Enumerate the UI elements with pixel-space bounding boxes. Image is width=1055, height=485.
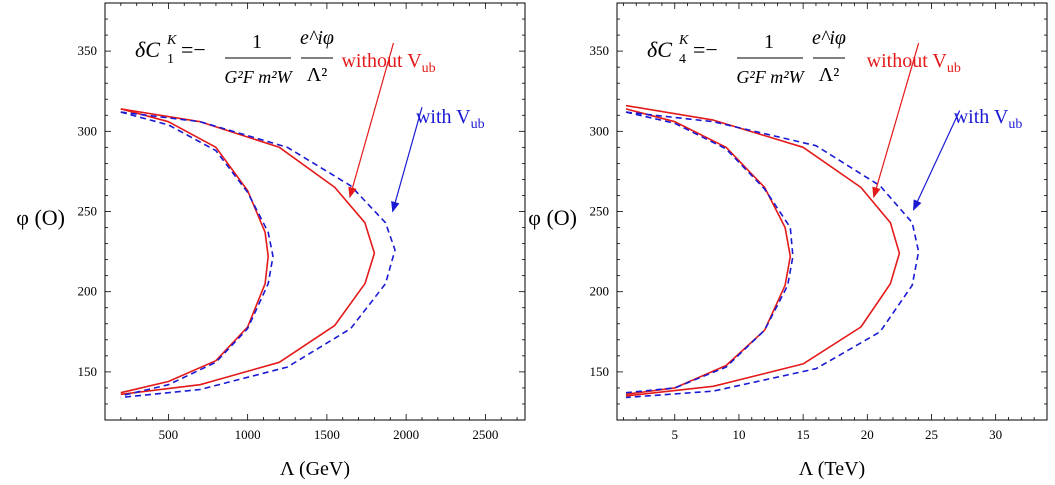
formula-denominator-2: Λ² bbox=[819, 64, 840, 86]
formula-denominator-2: Λ² bbox=[307, 64, 328, 86]
formula-denominator: G²F m²W bbox=[224, 67, 293, 87]
series-line-without-vub-1 bbox=[625, 108, 792, 396]
formula-numerator-2: e^iφ bbox=[812, 27, 846, 49]
y-tick-label: 300 bbox=[590, 123, 610, 138]
formula-subscript: 1 bbox=[167, 52, 174, 67]
formula-numerator-2: e^iφ bbox=[300, 27, 334, 49]
label-with-vub: with Vub bbox=[416, 106, 485, 132]
label-with-vub: with Vub bbox=[954, 106, 1023, 132]
x-tick-label: 30 bbox=[989, 427, 1002, 442]
series-line-without-vub-2 bbox=[120, 108, 376, 396]
y-tick-label: 250 bbox=[78, 204, 98, 219]
annotation-arrow-with-vub bbox=[391, 107, 423, 213]
formula-lhs: δC bbox=[135, 37, 160, 62]
x-tick-label: 5 bbox=[672, 427, 679, 442]
annotation-arrow-with-vub bbox=[912, 110, 961, 211]
formula: δC 1 K =− 1 G²F m²W e^iφ Λ² bbox=[135, 27, 334, 87]
y-tick-label: 150 bbox=[590, 364, 610, 379]
series-line-with-vub-3 bbox=[120, 111, 274, 397]
annotation-arrow-without-vub bbox=[872, 42, 920, 199]
formula-lhs: δC bbox=[647, 37, 672, 62]
label-with-vub-subscript: ub bbox=[471, 117, 485, 132]
formula-equals: =− bbox=[693, 37, 718, 62]
label-with-vub-subscript: ub bbox=[1008, 117, 1022, 132]
y-tick-label: 200 bbox=[590, 284, 610, 299]
chart-panel-2: 5 10 15 20 25 30 150 200 250 300 350 Λ (TeV) φ (O) δC… bbox=[528, 2, 1048, 480]
x-tick-label: 1000 bbox=[235, 427, 261, 442]
chart-panel-1: 500 1000 1500 2000 2500 150 200 250 300 350 Λ (GeV… bbox=[16, 2, 526, 480]
x-tick-label: 20 bbox=[861, 427, 874, 442]
series-line-with-vub-3 bbox=[625, 111, 794, 394]
series-line-without-vub-1 bbox=[120, 108, 269, 394]
label-without-vub: without Vub bbox=[341, 50, 435, 76]
y-tick-label: 350 bbox=[590, 43, 610, 58]
x-axis-label: Λ (GeV) bbox=[280, 458, 350, 480]
y-axis-label: φ (O) bbox=[16, 205, 65, 230]
label-without-vub: without Vub bbox=[867, 50, 961, 76]
label-without-vub-subscript: ub bbox=[947, 61, 961, 76]
formula-superscript: K bbox=[678, 33, 689, 48]
series-line-with-vub-4 bbox=[625, 111, 920, 399]
y-tick-label: 200 bbox=[78, 284, 98, 299]
y-tick-label: 350 bbox=[78, 43, 98, 58]
formula: δC 4 K =− 1 G²F m²W e^iφ Λ² bbox=[647, 27, 846, 87]
x-tick-label: 10 bbox=[732, 427, 745, 442]
y-tick-label: 150 bbox=[78, 364, 98, 379]
formula-numerator: 1 bbox=[252, 31, 262, 53]
y-tick-label: 250 bbox=[590, 204, 610, 219]
y-axis-label: φ (O) bbox=[528, 205, 577, 230]
formula-superscript: K bbox=[166, 33, 177, 48]
x-tick-label: 2000 bbox=[393, 427, 419, 442]
formula-subscript: 4 bbox=[679, 52, 686, 67]
x-tick-label: 500 bbox=[159, 427, 179, 442]
x-tick-label: 25 bbox=[925, 427, 938, 442]
series-line-with-vub-4 bbox=[120, 111, 396, 399]
formula-equals: =− bbox=[181, 37, 206, 62]
y-tick-label: 300 bbox=[78, 123, 98, 138]
label-without-vub-subscript: ub bbox=[422, 61, 436, 76]
annotation-arrow-without-vub bbox=[348, 42, 395, 199]
formula-numerator: 1 bbox=[764, 31, 774, 53]
formula-denominator: G²F m²W bbox=[736, 67, 805, 87]
x-tick-label: 2500 bbox=[472, 427, 498, 442]
x-axis-label: Λ (TeV) bbox=[799, 458, 865, 480]
series-line-without-vub-2 bbox=[625, 104, 901, 397]
x-tick-label: 1500 bbox=[314, 427, 340, 442]
x-tick-label: 15 bbox=[797, 427, 810, 442]
